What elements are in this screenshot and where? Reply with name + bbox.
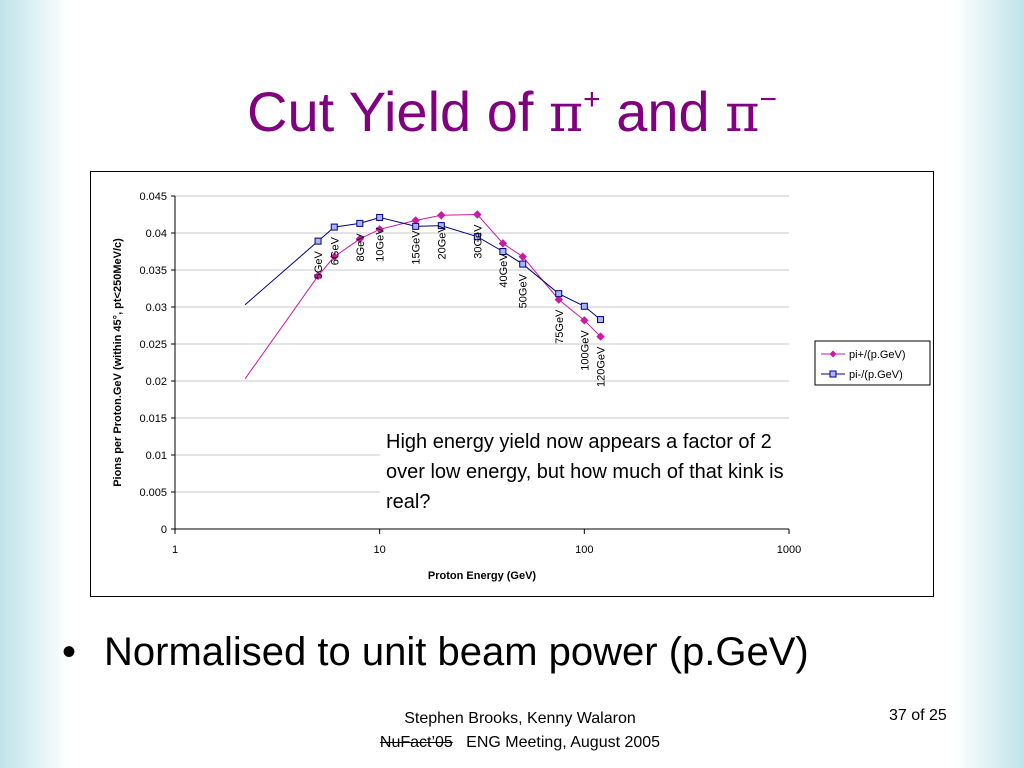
data-point-square	[519, 260, 527, 268]
point-label: 120GeV	[596, 346, 608, 387]
data-point-diamond	[554, 295, 563, 304]
bullet-marker: •	[62, 630, 77, 674]
data-point-diamond	[473, 210, 482, 219]
data-point-diamond	[498, 239, 508, 248]
data-point-square	[412, 222, 420, 230]
point-label: 5GeV	[313, 250, 325, 279]
y-axis-title: Pions per Proton.GeV (within 45°, pt<250…	[112, 238, 124, 487]
series-extension-line	[244, 275, 319, 380]
point-label: 20GeV	[436, 225, 448, 260]
footer-struck-event: NuFact’05	[379, 734, 453, 751]
footer-meeting: ENG Meeting, August 2005	[466, 734, 661, 751]
x-tick-label: 1	[172, 544, 178, 556]
data-point-square	[555, 290, 563, 298]
y-tick-label: 0	[161, 524, 167, 536]
y-tick-label: 0.045	[139, 191, 167, 203]
y-tick-label: 0.025	[139, 339, 167, 351]
y-tick-label: 0.04	[146, 228, 167, 240]
page-number: 37 of 25	[889, 707, 947, 724]
y-tick-label: 0.03	[146, 302, 167, 314]
title-text: Cut Yield of	[247, 80, 549, 143]
point-label: 100GeV	[579, 330, 591, 371]
data-point-diamond	[580, 316, 589, 325]
data-point-square	[580, 302, 588, 310]
legend-marker-diamond	[829, 350, 837, 358]
series-extension-line	[244, 240, 319, 306]
data-point-square	[330, 223, 338, 231]
data-point-square	[473, 233, 481, 241]
x-tick-label: 100	[575, 544, 593, 556]
point-label: 10GeV	[375, 227, 387, 262]
data-point-diamond	[330, 252, 339, 261]
data-point-square	[314, 237, 322, 245]
point-label: 50GeV	[518, 273, 530, 308]
pi-symbol: π	[725, 84, 760, 144]
data-point-diamond	[355, 234, 365, 244]
legend-label: pi-/(p.GeV)	[849, 369, 903, 381]
x-tick-label: 10	[374, 544, 386, 556]
data-point-square	[499, 248, 507, 255]
y-tick-label: 0.035	[139, 265, 167, 277]
footer: Stephen Brooks, Kenny Walaron NuFact’05 …	[330, 707, 710, 755]
point-label: 30GeV	[472, 224, 484, 259]
pi-symbol: π	[548, 84, 584, 144]
data-point-square	[437, 222, 445, 230]
y-tick-label: 0.01	[146, 450, 167, 462]
chart-frame: 0 0.005 0.01 0.015 0.02 0.025 0.03 0.035 0.04 0.0…	[90, 171, 934, 597]
data-point-diamond	[437, 211, 446, 220]
data-point-square	[356, 219, 364, 227]
data-point-square	[376, 213, 384, 221]
y-tick-label: 0.005	[139, 487, 167, 499]
plus-superscript: +	[583, 83, 601, 116]
y-tick-label: 0.015	[139, 413, 167, 425]
point-label: 6GeV	[329, 236, 341, 265]
minus-superscript: −	[759, 83, 777, 116]
point-label: 40GeV	[498, 253, 510, 288]
point-label: 8GeV	[355, 233, 367, 262]
data-point-diamond	[518, 252, 527, 261]
y-tick-label: 0.02	[146, 376, 167, 388]
point-label: 75GeV	[554, 309, 566, 344]
data-point-diamond	[596, 332, 605, 341]
annotation-text: High energy yield now appears a factor o…	[380, 427, 792, 517]
legend-label: pi+/(p.GeV)	[849, 349, 906, 361]
title-and-text: and	[600, 80, 726, 143]
point-label: 15GeV	[411, 230, 423, 265]
series-line	[317, 216, 601, 320]
footer-authors: Stephen Brooks, Kenny Walaron	[404, 710, 636, 727]
x-axis-title: Proton Energy (GeV)	[428, 570, 537, 582]
bullet-text: Normalised to unit beam power (p.GeV)	[104, 630, 809, 674]
chart: 0 0.005 0.01 0.015 0.02 0.025 0.03 0.035 0.04 0.0…	[112, 191, 931, 582]
data-point-diamond	[375, 225, 384, 234]
legend-box	[814, 340, 931, 386]
legend-marker-square	[829, 370, 837, 378]
series-line	[317, 213, 601, 337]
slide-title: Cut Yield of π+ and π−	[0, 60, 1024, 154]
data-point-diamond	[313, 271, 323, 281]
bullet-item: • Normalised to unit beam power (p.GeV)	[62, 630, 809, 675]
data-point-square	[597, 316, 605, 324]
footer-event: NuFact’05 ENG Meeting, August 2005	[330, 731, 710, 755]
x-tick-label: 1000	[777, 544, 801, 556]
